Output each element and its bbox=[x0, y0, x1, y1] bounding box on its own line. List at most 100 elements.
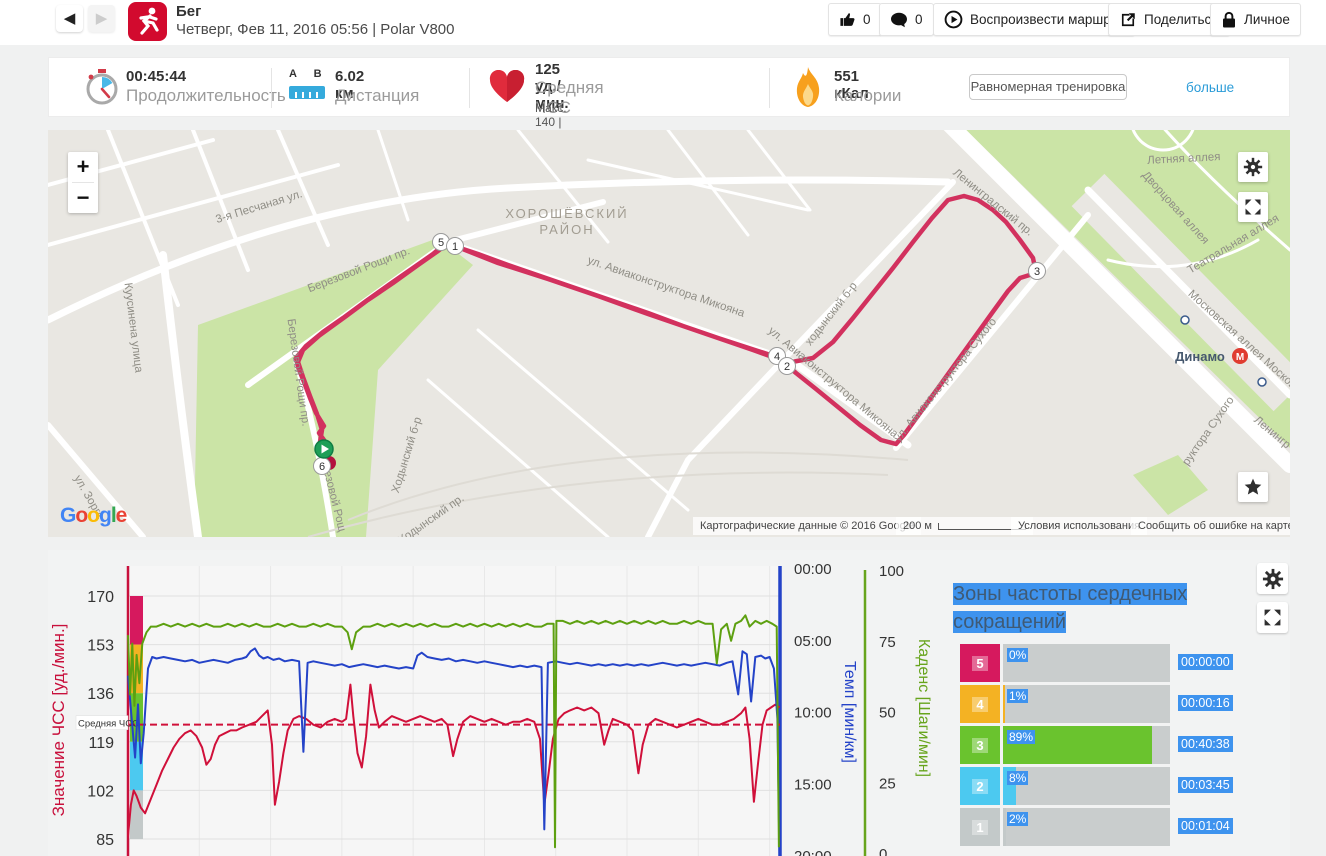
hr-zones-title: Зоны частоты сердечных сокращений bbox=[953, 583, 1188, 633]
zone-number: 2 bbox=[972, 778, 988, 794]
zone-time: 00:03:45 bbox=[1178, 777, 1233, 793]
duration-value: 00:45:44 bbox=[126, 68, 187, 85]
more-link[interactable]: больше bbox=[1186, 80, 1235, 95]
flame-icon bbox=[796, 67, 820, 107]
star-icon bbox=[1244, 478, 1262, 495]
privacy-button[interactable]: Личное bbox=[1210, 3, 1301, 36]
park-area bbox=[1133, 455, 1208, 515]
gear-icon bbox=[1262, 568, 1283, 589]
chart-settings-button[interactable] bbox=[1257, 563, 1288, 594]
pace-curve bbox=[127, 647, 781, 856]
zone-band-segment bbox=[130, 596, 143, 645]
map-report-error-link[interactable]: Сообщить об ошибке на карте bbox=[1131, 517, 1290, 535]
zoom-out-button[interactable]: − bbox=[76, 185, 90, 210]
zoom-in-button[interactable]: + bbox=[76, 154, 90, 179]
district-label-line1: ХОРОШЁВСКИЙ bbox=[505, 206, 628, 221]
zone-number: 3 bbox=[972, 737, 988, 753]
dinamo-label: Динамо bbox=[1175, 349, 1225, 364]
training-benefit-button[interactable]: Равномерная тренировка bbox=[969, 74, 1127, 100]
divider bbox=[72, 182, 94, 183]
cadence-tick-label: 50 bbox=[879, 705, 896, 722]
share-label: Поделиться bbox=[1144, 12, 1219, 27]
hr-zones-panel: Зоны частоты сердечных сокращений 5 0% 0… bbox=[953, 580, 1290, 846]
svg-text:5: 5 bbox=[438, 237, 444, 249]
divider bbox=[271, 68, 272, 108]
duration-label: Продолжительность bbox=[126, 86, 286, 105]
comment-count: 0 bbox=[915, 12, 923, 27]
svg-text:1: 1 bbox=[452, 241, 458, 253]
metro-exit-icon bbox=[1180, 315, 1190, 325]
cadence-curve bbox=[127, 614, 780, 849]
chart-fullscreen-button[interactable] bbox=[1257, 602, 1288, 633]
calories-label: Калории bbox=[834, 86, 902, 105]
street-label: Летняя аллея bbox=[1147, 151, 1221, 167]
hr-axis-title: Значение ЧСС [уд./мин.] bbox=[49, 624, 68, 817]
share-button[interactable]: Поделиться bbox=[1108, 3, 1230, 36]
runner-icon bbox=[139, 7, 159, 35]
zone-percent: 2% bbox=[1007, 812, 1029, 826]
avg-hr-label: Средняя ЧСС bbox=[535, 78, 604, 117]
map-terms-link[interactable]: Условия использования bbox=[1011, 517, 1148, 535]
play-route-button[interactable]: Воспроизвести маршрут bbox=[933, 3, 1135, 36]
plot-area[interactable] bbox=[128, 566, 780, 856]
forward-button[interactable]: ▶ bbox=[88, 5, 115, 32]
zone-bar: 8% bbox=[1003, 767, 1170, 805]
park-area bbox=[966, 130, 1290, 448]
zone-number: 4 bbox=[972, 696, 988, 712]
svg-text:М: М bbox=[1236, 352, 1244, 363]
zone-time: 00:00:16 bbox=[1178, 695, 1233, 711]
cadence-tick-label: 100 bbox=[879, 563, 904, 580]
map-favorite-button[interactable] bbox=[1238, 472, 1268, 502]
zone-percent: 0% bbox=[1007, 648, 1029, 662]
svg-text:3: 3 bbox=[1034, 266, 1040, 278]
google-logo[interactable]: Google bbox=[60, 504, 127, 527]
comment-button[interactable]: 0 bbox=[879, 3, 934, 36]
heart-rate-curve bbox=[127, 683, 781, 837]
distance-value: 6.02 км bbox=[335, 68, 365, 102]
back-button[interactable]: ◀ bbox=[56, 5, 83, 32]
metro-icon: М bbox=[1232, 348, 1248, 364]
divider bbox=[769, 68, 770, 108]
avg-hr-value: 125 уд./мин. bbox=[535, 61, 569, 112]
pace-tick-label: 05:00 bbox=[794, 633, 832, 650]
pace-tick-label: 15:00 bbox=[794, 776, 832, 793]
route-map[interactable]: 3-я Песчаная ул. Куусинена улица ул. Зорге… bbox=[48, 130, 1290, 537]
svg-text:4: 4 bbox=[774, 351, 780, 363]
divider bbox=[469, 68, 470, 108]
session-subtitle: Четверг, Фев 11, 2016 05:56 | Polar V800 bbox=[176, 21, 455, 38]
zone-bar: 1% bbox=[1003, 685, 1170, 723]
map-settings-button[interactable] bbox=[1238, 152, 1268, 182]
svg-text:2: 2 bbox=[784, 361, 790, 373]
hr-tick-label: 119 bbox=[88, 735, 114, 752]
point-a-label: A bbox=[289, 68, 297, 80]
privacy-label: Личное bbox=[1244, 12, 1290, 27]
point-b-label: B bbox=[313, 68, 322, 80]
zone-bar: 0% bbox=[1003, 644, 1170, 682]
km-markers: 5 1 42 3 6 bbox=[313, 233, 1046, 475]
hr-tick-label: 170 bbox=[87, 589, 114, 606]
stopwatch-icon bbox=[86, 69, 118, 105]
thumbs-up-icon bbox=[840, 13, 855, 26]
share-icon bbox=[1121, 12, 1135, 26]
map-attribution: Картографические данные © 2016 Google bbox=[693, 517, 922, 535]
hr-tick-label: 85 bbox=[96, 832, 114, 849]
map-scale: 200 м bbox=[896, 517, 1033, 535]
cadence-tick-label: 0 bbox=[879, 846, 887, 856]
field-outline bbox=[307, 471, 889, 537]
gear-icon bbox=[1243, 157, 1263, 177]
district-label-line2: РАЙОН bbox=[539, 222, 594, 237]
pace-tick-label: 00:00 bbox=[794, 561, 832, 578]
summary-stats-band: 00:45:44 Продолжительность A B 6.02 км Д… bbox=[48, 57, 1290, 157]
field-outline bbox=[347, 451, 909, 521]
map-zoom-control[interactable]: + − bbox=[68, 152, 98, 213]
svg-text:6: 6 bbox=[319, 461, 325, 473]
fullscreen-icon bbox=[1245, 199, 1261, 215]
comment-icon bbox=[891, 12, 907, 27]
training-curves-section: 1701531361191028500:0005:0010:0015:0020:… bbox=[48, 550, 1290, 856]
like-count: 0 bbox=[863, 12, 871, 27]
like-button[interactable]: 0 bbox=[828, 3, 882, 36]
km-marker bbox=[778, 357, 796, 375]
training-chart[interactable]: 1701531361191028500:0005:0010:0015:0020:… bbox=[48, 550, 1290, 856]
map-fullscreen-button[interactable] bbox=[1238, 192, 1268, 222]
metro-exit-icon bbox=[1257, 377, 1267, 387]
